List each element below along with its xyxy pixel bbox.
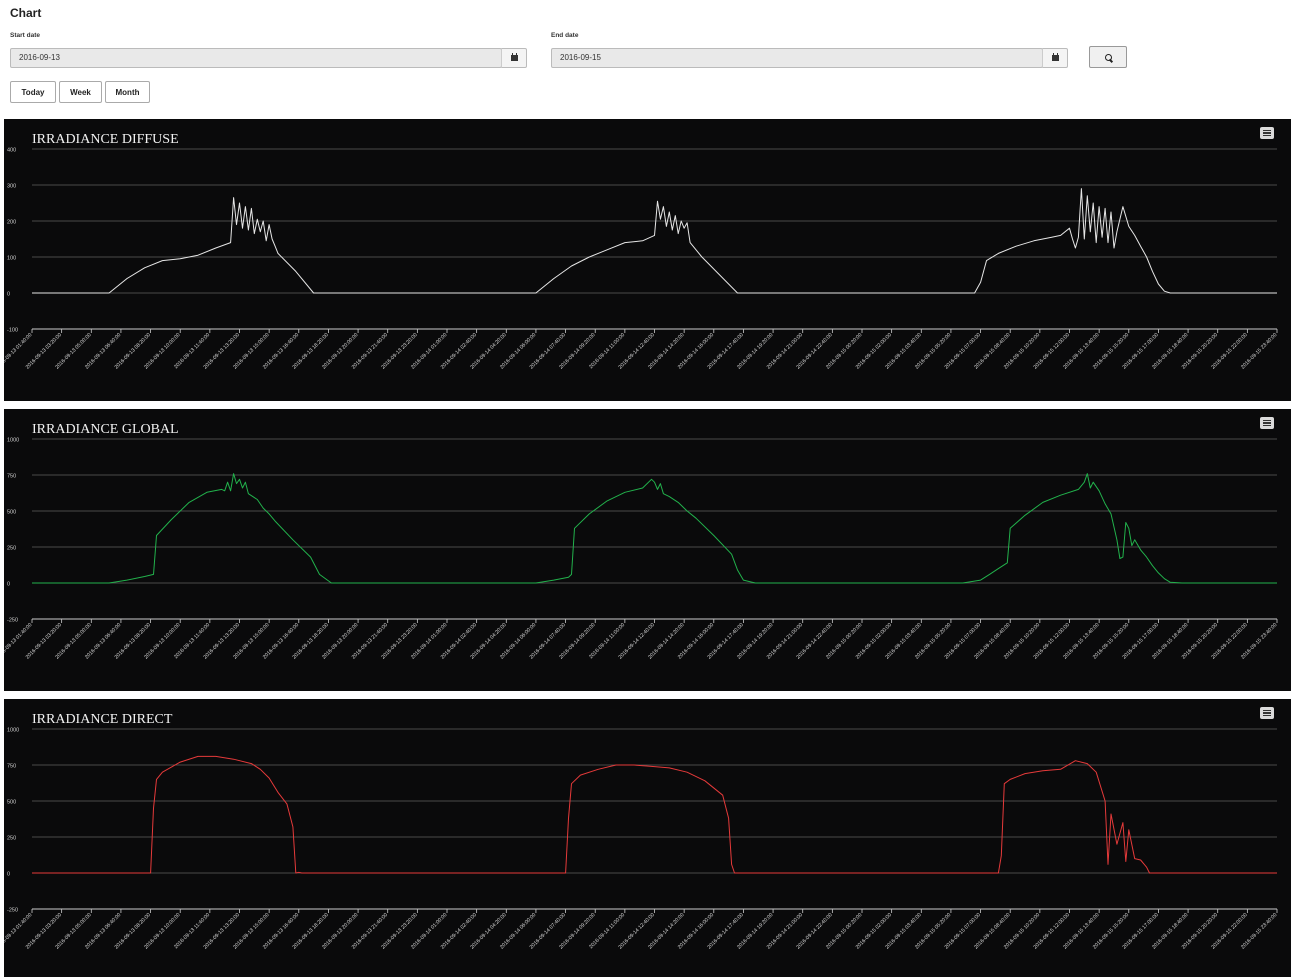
end-date-input[interactable]: 2016-09-15 [551, 48, 1043, 68]
chart-panel-direct: IRRADIANCE DIRECT 1000 750 500 250 0 -250 2016-… [4, 699, 1291, 977]
direct-chart: IRRADIANCE DIRECT10007505002500-2502016-… [4, 712, 1278, 950]
y-tick-label: 100 [7, 256, 16, 262]
diffuse-chart: IRRADIANCE DIFFUSE4003002001000-1002016-… [4, 132, 1278, 370]
y-tick-label: 0 [7, 292, 10, 298]
y-tick-label: 500 [7, 510, 16, 516]
chart-title: IRRADIANCE DIRECT [32, 712, 173, 727]
y-tick-label: 500 [7, 800, 16, 806]
chart-title: IRRADIANCE DIFFUSE [32, 132, 179, 147]
y-tick-label: 750 [7, 764, 16, 770]
y-tick-label: 750 [7, 474, 16, 480]
chart-menu-button[interactable] [1260, 417, 1274, 429]
y-tick-label: 250 [7, 836, 16, 842]
chart-title: IRRADIANCE GLOBAL [32, 422, 179, 437]
chart-menu-button[interactable] [1260, 707, 1274, 719]
start-calendar-button[interactable] [501, 48, 527, 68]
y-tick-label: 0 [7, 582, 10, 588]
chart-menu-button[interactable] [1260, 127, 1274, 139]
start-date-label: Start date [10, 32, 40, 39]
month-button[interactable]: Month [105, 81, 150, 103]
y-tick-label: -250 [7, 618, 18, 624]
series-line [32, 473, 1277, 584]
y-tick-label: 400 [7, 148, 16, 154]
y-tick-label: 300 [7, 184, 16, 190]
chart-panel-global: IRRADIANCE GLOBAL 1000 750 500 250 0 -250 2016-… [4, 409, 1291, 691]
y-tick-label: 1000 [7, 728, 19, 734]
calendar-icon [1051, 53, 1059, 61]
y-tick-label: 200 [7, 220, 16, 226]
page-title: Chart [10, 6, 42, 20]
start-date-input[interactable]: 2016-09-13 [10, 48, 502, 68]
series-line [32, 188, 1277, 294]
chart-panel-diffuse: IRRADIANCE DIFFUSE 400 300 200 100 0 -100 2016-… [4, 119, 1291, 401]
end-calendar-button[interactable] [1042, 48, 1068, 68]
global-chart: IRRADIANCE GLOBAL10007505002500-2502016-… [4, 422, 1278, 660]
y-tick-label: -250 [7, 908, 18, 914]
search-icon [1104, 53, 1112, 61]
y-tick-label: -100 [7, 328, 18, 334]
series-line [32, 755, 1277, 874]
week-button[interactable]: Week [59, 81, 102, 103]
y-tick-label: 1000 [7, 438, 19, 444]
y-tick-label: 0 [7, 872, 10, 878]
today-button[interactable]: Today [10, 81, 56, 103]
end-date-label: End date [551, 32, 579, 39]
y-tick-label: 250 [7, 546, 16, 552]
calendar-icon [510, 53, 518, 61]
search-button[interactable] [1089, 46, 1127, 68]
